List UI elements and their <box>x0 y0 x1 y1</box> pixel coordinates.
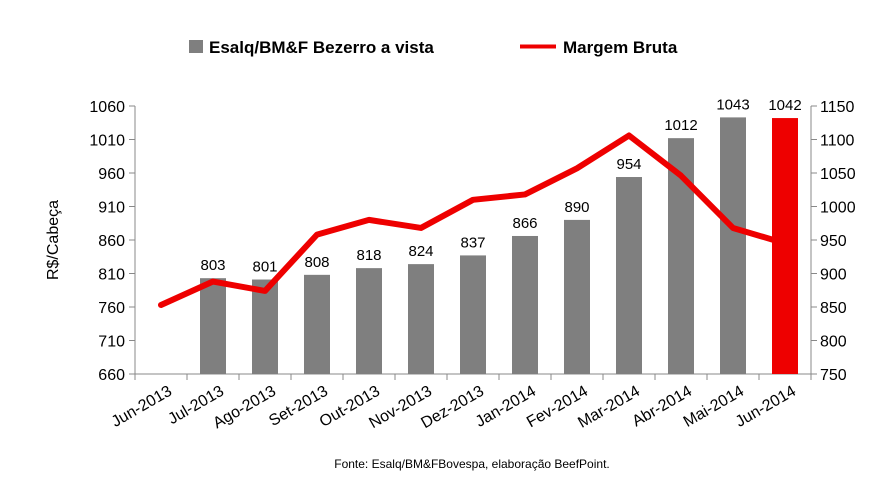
bar-series <box>200 117 798 374</box>
line-point <box>784 242 786 244</box>
bar-data-label: 890 <box>564 199 589 216</box>
right-tick-label: 900 <box>820 267 847 284</box>
bar <box>356 268 382 374</box>
bar-data-label: 866 <box>512 215 537 232</box>
bar-data-labels: 803 801 808 818 824 837 866 890 954 1012 1043 1042 <box>200 96 801 275</box>
line-point <box>316 234 318 236</box>
legend: Esalq/BM&F Bezerro a vista Margem Bruta <box>189 38 678 57</box>
right-tick-label: 950 <box>820 233 847 250</box>
line-point <box>212 281 214 283</box>
bar <box>512 235 538 374</box>
line-series <box>158 132 788 308</box>
right-tick-label: 1000 <box>820 200 856 217</box>
bar <box>252 279 278 374</box>
left-tick-label: 1060 <box>89 99 125 116</box>
left-tick-label: 810 <box>98 267 125 284</box>
bar <box>200 278 226 374</box>
line-point <box>732 227 734 229</box>
line-point <box>264 290 266 292</box>
bar-data-label: 803 <box>200 257 225 274</box>
left-tick-label: 910 <box>98 200 125 217</box>
right-tick-label: 800 <box>820 334 847 351</box>
left-tick-label: 960 <box>98 166 125 183</box>
line-point <box>420 227 422 229</box>
line-point <box>576 167 578 169</box>
bar-data-label: 1042 <box>768 97 801 114</box>
bar-data-label: 808 <box>304 254 329 271</box>
line-point <box>680 175 682 177</box>
right-tick-label: 1050 <box>820 166 856 183</box>
right-tick-label: 850 <box>820 300 847 317</box>
bar <box>616 177 642 374</box>
bar-data-label: 818 <box>356 247 381 264</box>
bar-data-label: 801 <box>252 259 277 276</box>
bar <box>304 274 330 374</box>
bar <box>564 219 590 374</box>
x-tick-label: Jun-2014 <box>733 383 799 431</box>
bar <box>720 117 746 374</box>
y-axis-title: R$/Cabeça <box>45 200 62 280</box>
left-tick-label: 860 <box>98 233 125 250</box>
x-tick-labels: Jun-2013Jul-2013Ago-2013Set-2013Out-2013… <box>109 374 812 432</box>
right-tick-labels: 750 800 850 900 950 1000 1050 1100 1150 <box>811 99 856 384</box>
bar-data-label: 1012 <box>664 117 697 134</box>
left-tick-label: 760 <box>98 300 125 317</box>
left-tick-label: 710 <box>98 334 125 351</box>
bar-data-label: 954 <box>616 156 641 173</box>
x-tick-label: Jun-2013 <box>109 383 175 431</box>
line-point <box>472 199 474 201</box>
bar-data-label: 824 <box>408 243 433 260</box>
legend-swatch-bar <box>189 40 203 53</box>
right-tick-label: 750 <box>820 367 847 384</box>
bar <box>460 255 486 374</box>
legend-label-bar: Esalq/BM&F Bezerro a vista <box>209 38 434 57</box>
bar <box>408 264 434 374</box>
legend-label-line: Margem Bruta <box>563 38 678 57</box>
left-tick-label: 1010 <box>89 133 125 150</box>
bar-data-label: 1043 <box>716 96 749 113</box>
source-note: Fonte: Esalq/BM&FBovespa, elaboração Bee… <box>334 457 610 471</box>
right-tick-label: 1100 <box>820 133 855 150</box>
line-point <box>628 134 630 136</box>
line-point <box>524 193 526 195</box>
right-tick-label: 1150 <box>820 99 855 116</box>
line-point <box>368 219 370 221</box>
line-point <box>160 304 162 306</box>
bar-data-label: 837 <box>460 234 485 251</box>
left-tick-labels: 660 710 760 810 860 910 960 1010 1060 <box>89 99 135 384</box>
left-tick-label: 660 <box>98 367 125 384</box>
